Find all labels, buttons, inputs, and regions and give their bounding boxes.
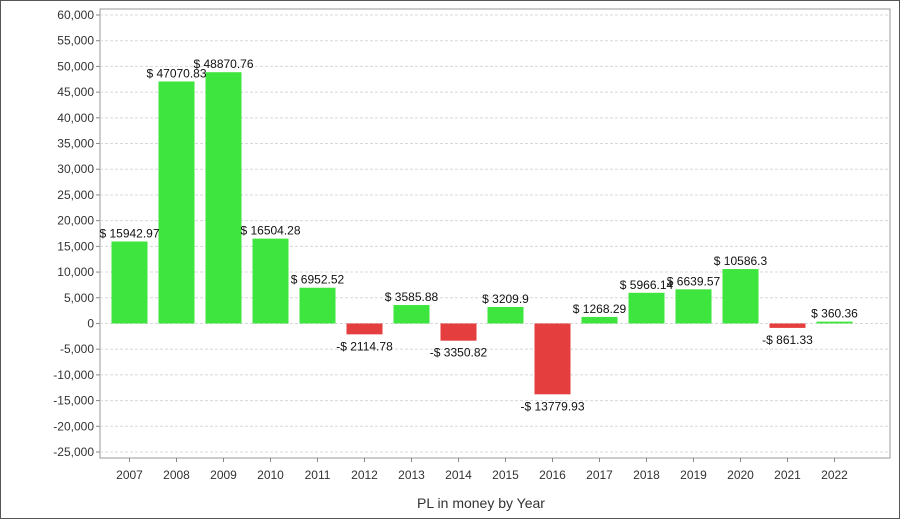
y-tick-label: -20,000 <box>53 419 94 433</box>
y-tick-label: 0 <box>87 316 94 330</box>
y-tick-label: 50,000 <box>57 59 94 73</box>
bar-2014 <box>440 323 477 341</box>
data-label-2020: $ 10586.3 <box>714 254 768 268</box>
y-axis: 60,000 55,000 50,000 45,000 40,000 35,000 30,0… <box>53 8 100 459</box>
y-tick-label: 20,000 <box>57 214 94 228</box>
bar-2022 <box>816 321 853 324</box>
y-tick-label: 5,000 <box>64 291 94 305</box>
x-axis: 2007 2008 2009 2010 2011 2012 2013 2014 2015 2016… <box>116 458 848 482</box>
x-tick-label: 2009 <box>210 468 237 482</box>
y-tick-label: 45,000 <box>57 85 94 99</box>
data-label-2007: $ 15942.97 <box>99 227 159 241</box>
x-tick-label: 2022 <box>821 468 848 482</box>
y-tick-label: 55,000 <box>57 34 94 48</box>
bars <box>111 72 853 395</box>
bar-2020 <box>722 269 759 324</box>
data-label-2012: -$ 2114.78 <box>336 339 393 353</box>
bar-2007 <box>111 241 148 324</box>
bar-2016 <box>534 323 571 395</box>
x-tick-label: 2010 <box>257 468 284 482</box>
x-tick-label: 2021 <box>774 468 801 482</box>
y-tick-label: 25,000 <box>57 188 94 202</box>
y-tick-label: -15,000 <box>53 394 94 408</box>
x-tick-label: 2020 <box>727 468 754 482</box>
x-tick-label: 2016 <box>539 468 566 482</box>
data-label-2021: -$ 861.33 <box>762 333 813 347</box>
data-label-2011: $ 6952.52 <box>291 273 345 287</box>
data-label-2009: $ 48870.76 <box>193 57 253 71</box>
data-labels: $ 15942.97 $ 47070.83$ 48870.76 $ 16504.28… <box>99 57 858 413</box>
data-label-2008: $ 47070.83 <box>146 66 206 80</box>
x-tick-label: 2019 <box>680 468 707 482</box>
x-tick-label: 2007 <box>116 468 143 482</box>
x-tick-label: 2015 <box>492 468 519 482</box>
x-tick-label: 2018 <box>633 468 660 482</box>
y-tick-label: -25,000 <box>53 445 94 459</box>
y-tick-label: 30,000 <box>57 162 94 176</box>
x-tick-label: 2008 <box>163 468 190 482</box>
data-label-2018: $ 5966.14 <box>620 278 674 292</box>
x-tick-label: 2013 <box>398 468 425 482</box>
y-tick-label: 10,000 <box>57 265 94 279</box>
bar-2021 <box>769 323 806 328</box>
bar-2017 <box>581 316 618 324</box>
bar-2010 <box>252 238 289 324</box>
x-tick-label: 2011 <box>305 468 331 482</box>
bar-2008 <box>158 81 195 324</box>
bar-2019 <box>675 289 712 324</box>
data-label-2013: $ 3585.88 <box>385 290 439 304</box>
y-tick-label: 35,000 <box>57 137 94 151</box>
x-tick-label: 2014 <box>445 468 472 482</box>
y-tick-label: -5,000 <box>60 342 94 356</box>
data-label-2022: $ 360.36 <box>811 307 858 321</box>
bar-2011 <box>299 287 336 324</box>
data-label-2015: $ 3209.9 <box>482 292 529 306</box>
y-tick-label: 60,000 <box>57 8 94 22</box>
x-tick-label: 2012 <box>351 468 378 482</box>
x-axis-title: PL in money by Year <box>417 495 545 511</box>
x-tick-label: 2017 <box>586 468 613 482</box>
bar-2012 <box>346 323 383 335</box>
data-label-2016: -$ 13779.93 <box>520 399 584 413</box>
y-tick-label: 40,000 <box>57 111 94 125</box>
bar-2018 <box>628 292 665 324</box>
data-label-2010: $ 16504.28 <box>240 224 300 238</box>
y-tick-label: -10,000 <box>53 368 94 382</box>
y-tick-label: 15,000 <box>57 239 94 253</box>
data-label-2017: $ 1268.29 <box>573 302 627 316</box>
bar-2015 <box>487 306 524 324</box>
data-label-2014: -$ 3350.82 <box>430 346 488 360</box>
bar-2009 <box>205 72 242 324</box>
bar-2013 <box>393 305 430 324</box>
data-label-2019: $ 6639.57 <box>667 274 721 288</box>
